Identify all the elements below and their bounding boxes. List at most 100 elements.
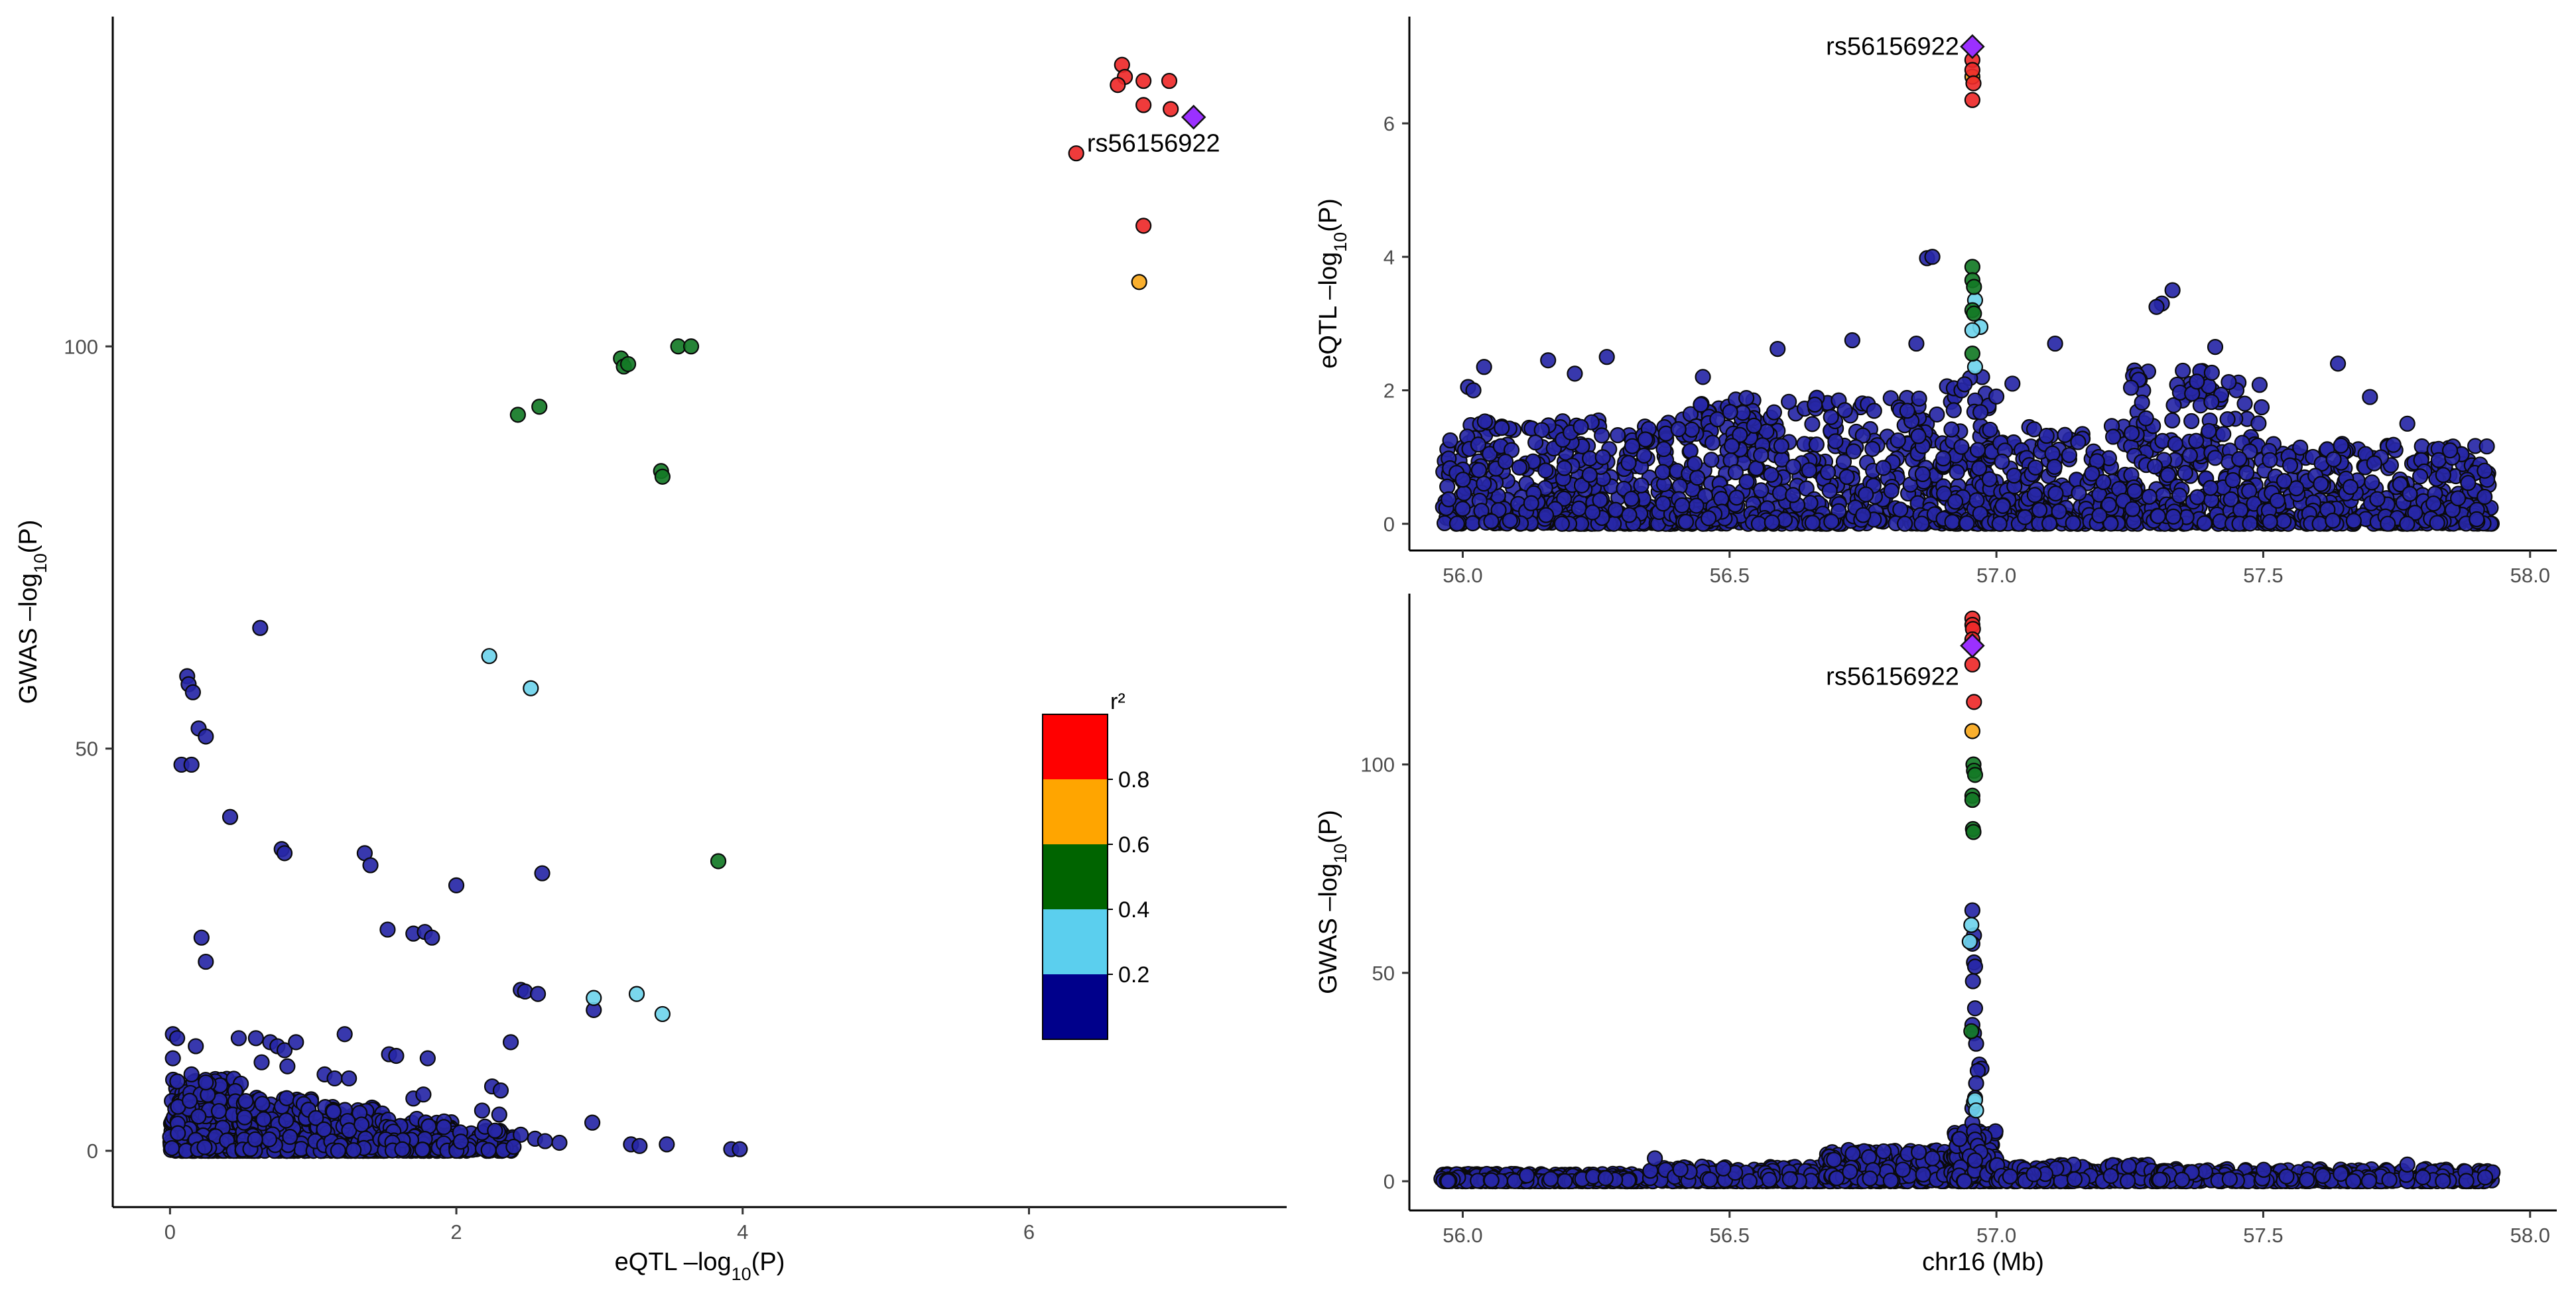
legend-swatch-red: [1043, 714, 1108, 779]
eqtl-point: [2236, 395, 2253, 412]
gwas-y-tick-label: 100: [1360, 753, 1395, 777]
eqtl-point: [2325, 451, 2342, 468]
eqtl-point: [1966, 359, 1984, 375]
gwas-x-tick-label: 58.0: [2510, 1224, 2550, 1247]
gwas-points: [1433, 610, 2501, 1190]
eqtl-point: [2057, 426, 2073, 443]
scatter-point: [183, 1066, 200, 1082]
gwas-point: [1915, 1166, 1931, 1183]
scatter-point: [330, 1142, 346, 1159]
scatter-y-tick-label: 0: [87, 1139, 98, 1163]
eqtl-point: [1781, 393, 1797, 410]
gwas-point: [1702, 1171, 1718, 1188]
eqtl-point: [1594, 427, 1610, 444]
eqtl-point: [1804, 515, 1821, 531]
eqtl-point: [2146, 458, 2163, 475]
eqtl-point: [2196, 515, 2213, 532]
eqtl-point: [2027, 459, 2044, 476]
scatter-points: [162, 56, 1179, 1159]
scatter-point: [1135, 97, 1152, 113]
eqtl-x-tick-label: 58.0: [2510, 564, 2550, 587]
eqtl-point: [2202, 480, 2219, 496]
scatter-point: [164, 1139, 180, 1157]
eqtl-point: [1966, 305, 1982, 322]
scatter-point: [502, 1034, 519, 1051]
eqtl-point: [2047, 335, 2063, 352]
gwas-point: [1597, 1170, 1614, 1187]
gwas-point: [2120, 1157, 2137, 1175]
scatter-point: [279, 1090, 295, 1106]
eqtl-point: [2269, 492, 2286, 509]
eqtl-point: [2004, 375, 2021, 392]
eqtl-point: [1633, 477, 1649, 493]
scatter-point: [325, 1103, 342, 1120]
eqtl-point: [2262, 513, 2278, 530]
scatter-point: [448, 877, 465, 893]
eqtl-point: [1764, 514, 1780, 531]
eqtl-point: [2124, 501, 2141, 517]
eqtl-point: [1738, 390, 1755, 407]
scatter-point: [584, 1114, 601, 1131]
scatter-point: [414, 1141, 430, 1158]
scatter-point: [682, 338, 700, 355]
scatter-point: [276, 845, 293, 862]
gwas-point: [1761, 1171, 1777, 1188]
eqtl-point: [2219, 411, 2236, 428]
scatter-point: [509, 407, 526, 423]
eqtl-point: [1801, 462, 1817, 479]
gwas-point: [1842, 1163, 1858, 1180]
eqtl-point: [1540, 352, 1557, 369]
eqtl-point: [2183, 413, 2200, 430]
eqtl-point: [1523, 495, 1539, 511]
eqtl-point: [1964, 346, 1981, 362]
eqtl-point: [1823, 409, 1839, 425]
scatter-point: [388, 1047, 405, 1065]
eqtl-point: [2122, 379, 2140, 396]
scatter-point: [424, 929, 440, 946]
scatter-point: [230, 1030, 247, 1047]
scatter-point: [534, 865, 550, 881]
eqtl-point: [1892, 501, 1909, 518]
eqtl-point: [1908, 335, 1925, 352]
scatter-x-tick-label: 6: [1023, 1220, 1035, 1244]
eqtl-point: [1470, 462, 1487, 479]
eqtl-point: [2164, 412, 2181, 428]
eqtl-point: [1964, 62, 1981, 78]
eqtl-point: [1746, 417, 1762, 434]
eqtl-point: [2207, 338, 2224, 355]
eqtl-point: [1688, 497, 1705, 514]
eqtl-point: [2282, 457, 2299, 474]
scatter-point: [1068, 145, 1084, 162]
eqtl-point: [2345, 513, 2362, 529]
eqtl-point: [2175, 362, 2191, 379]
gwas-point: [1829, 1170, 1845, 1187]
eqtl-point: [1621, 507, 1638, 523]
eqtl-point: [2435, 467, 2451, 484]
legend-title: r²: [1110, 689, 1126, 714]
gwas-point: [1844, 1145, 1861, 1162]
scatter-point: [247, 1030, 264, 1047]
eqtl-point: [1750, 515, 1768, 532]
eqtl-point: [2399, 515, 2415, 532]
eqtl-point: [2441, 442, 2459, 459]
eqtl-point: [1738, 474, 1755, 490]
scatter-x-tick-label: 4: [737, 1220, 748, 1244]
r2-legend: 0.80.60.40.2r²: [1042, 689, 1149, 1040]
eqtl-point: [1620, 454, 1637, 472]
eqtl-point: [2342, 479, 2359, 495]
eqtl-point: [2026, 487, 2043, 503]
scatter-point: [190, 1108, 207, 1125]
legend-swatch-orange: [1043, 779, 1108, 844]
eqtl-point: [1838, 468, 1855, 485]
eqtl-point: [1607, 501, 1624, 518]
scatter-point: [487, 1122, 503, 1139]
scatter-point: [278, 1112, 294, 1129]
eqtl-point: [2469, 511, 2485, 528]
eqtl-point: [1844, 332, 1860, 349]
eqtl-point: [2165, 508, 2181, 525]
eqtl-point: [2150, 508, 2166, 525]
eqtl-point: [2329, 355, 2347, 372]
eqtl-point: [1700, 510, 1717, 527]
scatter-point: [169, 1030, 186, 1047]
